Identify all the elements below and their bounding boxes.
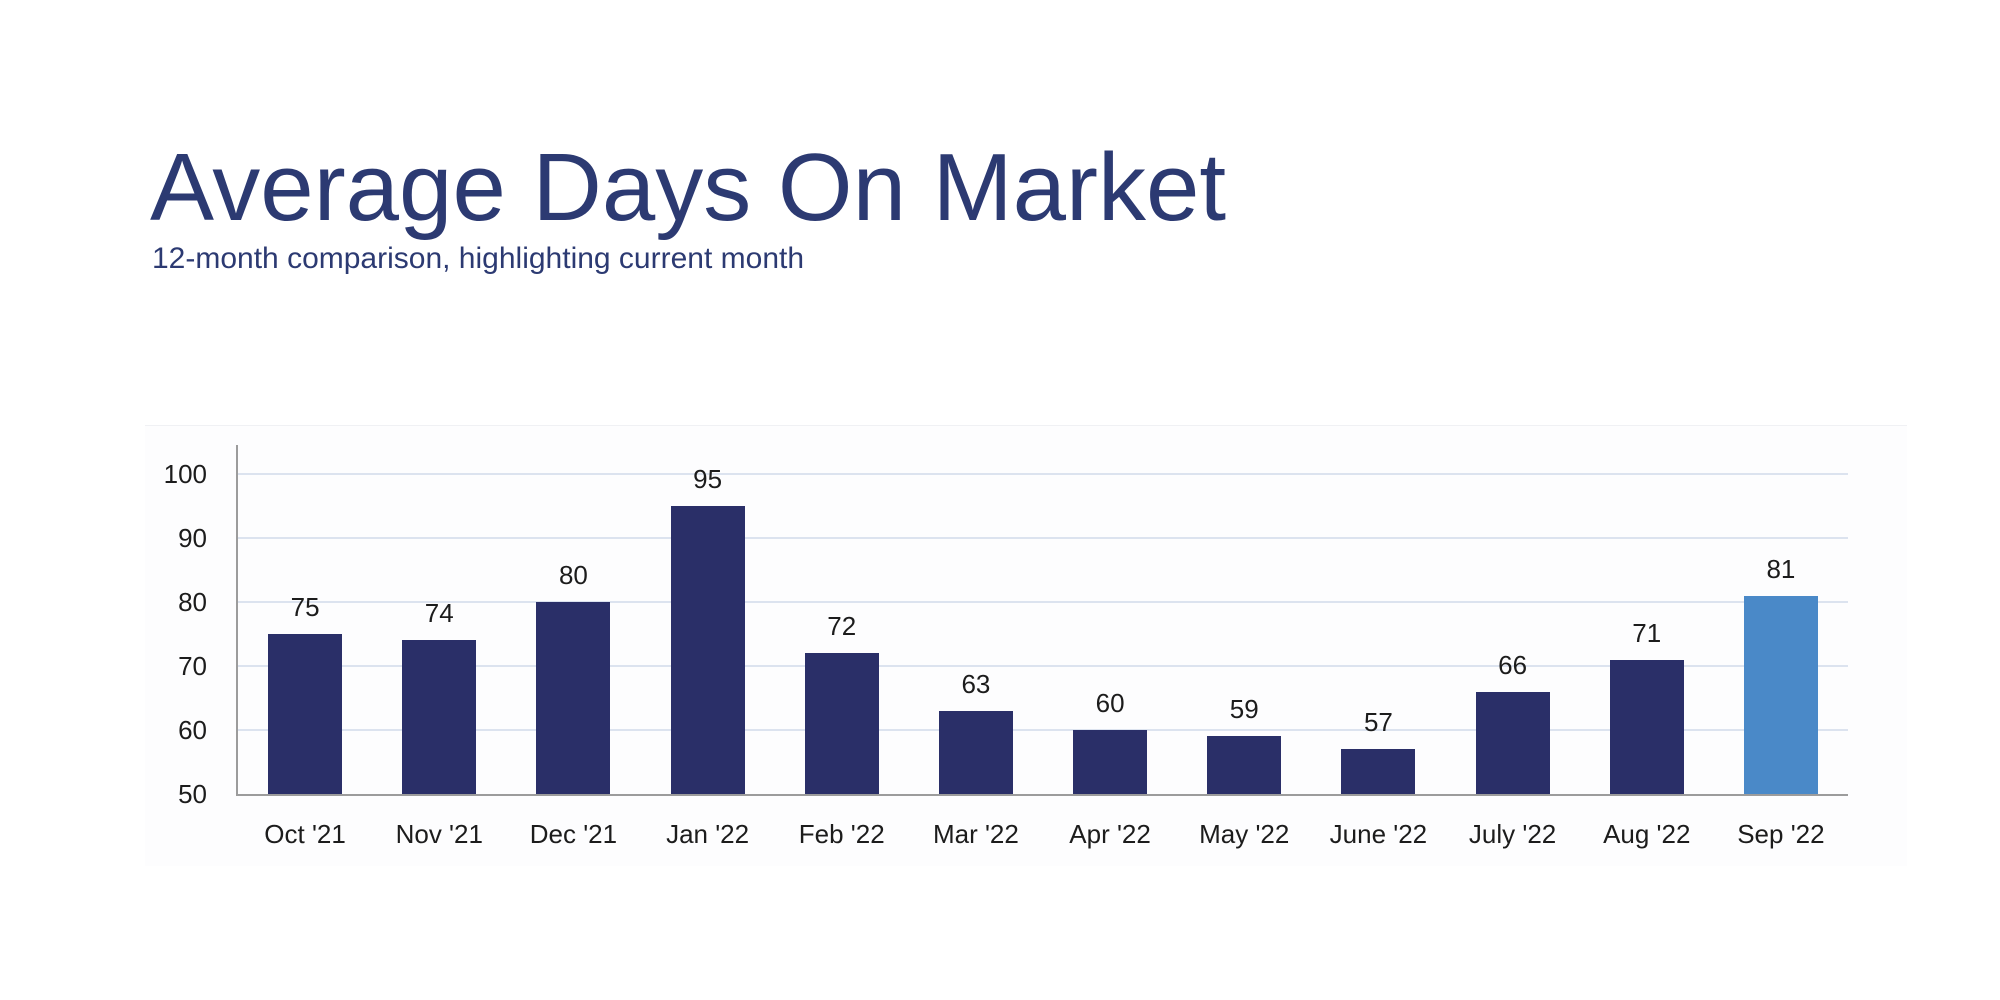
bar-value-label: 72 — [827, 611, 857, 642]
bar-value-label: 60 — [1095, 688, 1125, 718]
bar-value-label: 59 — [1229, 694, 1259, 725]
bar — [1207, 736, 1282, 794]
y-tick-label: 70 — [178, 651, 207, 681]
bar — [804, 653, 879, 794]
y-tick-label: 50 — [178, 779, 207, 809]
bar-value-label: 66 — [1498, 649, 1528, 680]
x-axis-line — [236, 794, 1848, 796]
x-tick-label: Jan '22 — [666, 819, 750, 849]
bar-value-label: 75 — [290, 592, 320, 622]
bar-value-label: 95 — [693, 464, 723, 494]
bar — [1341, 749, 1416, 794]
bar — [1609, 659, 1684, 794]
x-tick-label: July '22 — [1468, 819, 1557, 849]
bar — [268, 634, 343, 794]
y-tick-label: 100 — [163, 459, 207, 489]
x-tick-label: Nov '21 — [395, 819, 483, 849]
x-tick-label: June '22 — [1329, 819, 1428, 849]
y-tick-label: 80 — [178, 587, 207, 617]
page-title: Average Days On Market — [150, 134, 1227, 241]
x-tick-label: Sep '22 — [1737, 819, 1825, 849]
gridline — [238, 537, 1848, 539]
gridline — [238, 729, 1848, 731]
y-tick-label: 60 — [178, 715, 207, 745]
chart-card: 50 60 70 80 90 100 75 Oct '21 74 Nov '21 80 Dec '21… — [145, 425, 1907, 866]
y-tick-label: 90 — [178, 523, 207, 553]
chart-area: 50 60 70 80 90 100 75 Oct '21 74 Nov '21 80 Dec '21… — [145, 426, 1907, 866]
x-tick-label: Mar '22 — [932, 819, 1019, 849]
bar — [670, 506, 745, 794]
x-tick-label: Apr '22 — [1069, 819, 1151, 849]
bar — [938, 710, 1013, 794]
page-subtitle: 12-month comparison, highlighting curren… — [152, 242, 805, 275]
bar — [1073, 730, 1148, 794]
x-tick-label: Aug '22 — [1603, 819, 1691, 849]
y-axis-line — [236, 445, 238, 796]
bar — [536, 602, 611, 794]
bar — [1475, 691, 1550, 794]
bar-value-label: 63 — [961, 668, 991, 699]
bar-value-label: 74 — [424, 598, 454, 629]
bar-value-label: 57 — [1363, 707, 1393, 738]
bar-value-label: 71 — [1632, 617, 1662, 648]
x-tick-label: May '22 — [1199, 819, 1290, 849]
x-tick-label: Dec '21 — [529, 819, 618, 849]
bar-value-label: 80 — [558, 560, 588, 590]
bar-highlighted — [1743, 595, 1818, 794]
gridline — [238, 665, 1848, 667]
bar-value-label: 81 — [1766, 553, 1796, 584]
bar — [402, 640, 477, 794]
x-tick-label: Feb '22 — [798, 819, 885, 849]
x-tick-label: Oct '21 — [264, 819, 346, 849]
gridline — [238, 473, 1848, 475]
